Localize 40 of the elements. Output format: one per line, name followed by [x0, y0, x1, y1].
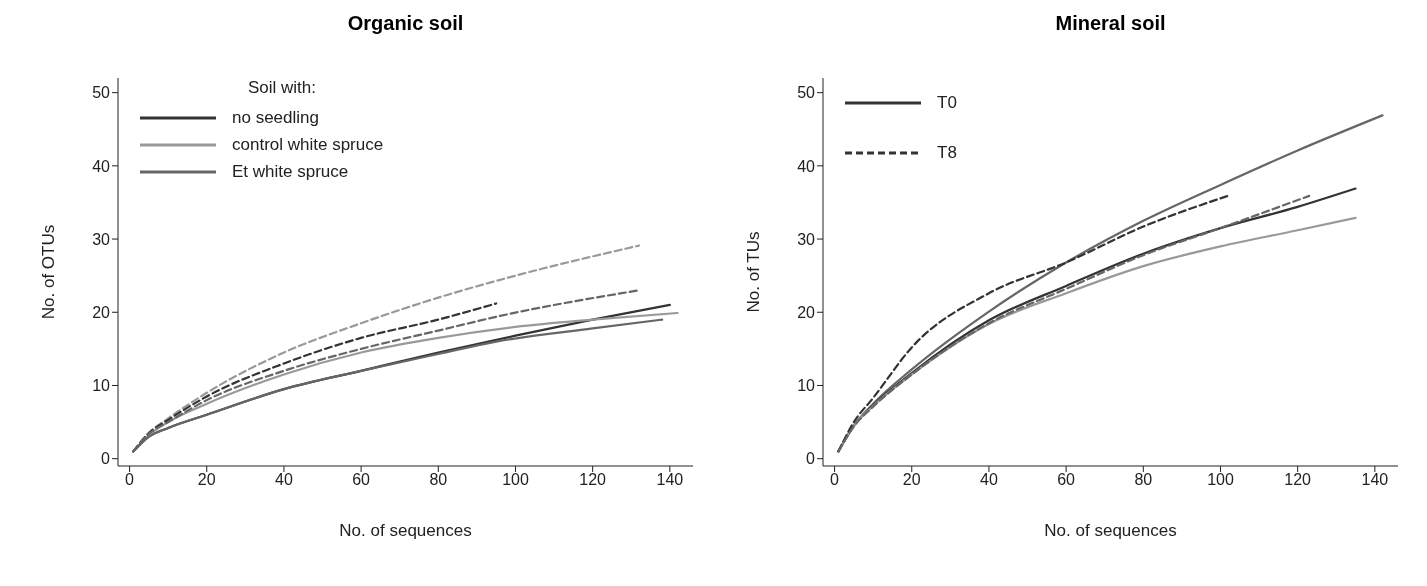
y-tick-label: 20	[92, 303, 111, 321]
y-tick-label: 30	[92, 230, 111, 248]
y-tick-label: 10	[92, 377, 111, 395]
y-tick-label: 30	[797, 230, 816, 248]
x-tick-label: 80	[1134, 471, 1153, 489]
legend-label: no seedling	[232, 107, 319, 128]
x-tick-label: 120	[579, 471, 607, 489]
x-tick-label: 100	[502, 471, 529, 489]
y-tick-label: 0	[806, 450, 816, 468]
y-tick-label: 50	[92, 84, 111, 102]
x-tick-label: 40	[980, 471, 998, 489]
y-axis-title: No. of OTUs	[39, 224, 59, 320]
x-tick-label: 140	[656, 471, 684, 489]
y-tick-label: 0	[101, 450, 111, 468]
x-tick-label: 120	[1284, 471, 1312, 489]
y-tick-label: 40	[797, 157, 816, 175]
x-tick-label: 60	[1057, 471, 1076, 489]
x-tick-label: 80	[429, 471, 448, 489]
legend-title: Soil with:	[248, 78, 318, 98]
x-tick-label: 20	[197, 471, 216, 489]
x-tick-label: 40	[275, 471, 293, 489]
x-axis-title: No. of sequences	[339, 521, 472, 540]
x-tick-label: 140	[1361, 471, 1389, 489]
y-axis-title: No. of TUs	[744, 231, 764, 313]
chart-title: Mineral soil	[1054, 12, 1167, 35]
y-tick-label: 50	[797, 84, 816, 102]
y-tick-label: 20	[797, 303, 816, 321]
legend-label: T0	[937, 93, 957, 113]
x-axis-title: No. of sequences	[1044, 521, 1177, 540]
chart-title: Organic soil	[346, 12, 465, 35]
x-tick-label: 0	[830, 471, 840, 489]
x-tick-label: 20	[902, 471, 921, 489]
legend-label: Et white spruce	[232, 161, 349, 182]
legend-label: control white spruce	[232, 134, 384, 155]
y-tick-label: 10	[797, 377, 816, 395]
x-tick-label: 60	[352, 471, 371, 489]
y-tick-label: 40	[92, 157, 111, 175]
x-tick-label: 0	[125, 471, 135, 489]
x-tick-label: 100	[1207, 471, 1234, 489]
legend-label: T8	[937, 143, 957, 163]
